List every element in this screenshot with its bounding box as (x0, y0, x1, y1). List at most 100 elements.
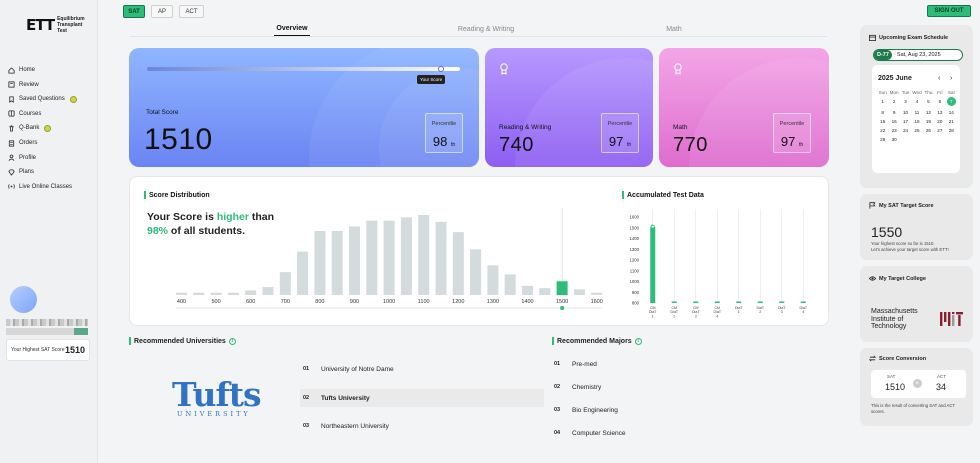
sidebar (0, 0, 98, 463)
calendar-day[interactable]: 6 (938, 99, 942, 104)
x-tick-label: DiaT (713, 310, 721, 314)
math-percentile-box: Percentile 97 th (773, 113, 811, 153)
card-decoration (515, 58, 653, 167)
logo[interactable]: ETT Equilibrium Transplant Test (26, 14, 86, 36)
calendar-day[interactable]: 9 (892, 110, 896, 115)
tab-overview[interactable]: Overview (274, 22, 310, 36)
sidebar-item-label: Courses (19, 110, 42, 117)
university-item-selected[interactable]: 02 Tufts University (300, 389, 544, 407)
sidebar-item-q-bank[interactable]: Q-Bank (8, 122, 96, 134)
calendar-day[interactable]: 29 (880, 137, 886, 142)
math-card: Math 770 Percentile 97 th (659, 48, 829, 167)
swap-icon (869, 355, 876, 362)
next-month-button[interactable]: › (950, 75, 953, 82)
score-conversion-card: Score Conversion SAT 1510 ▸ ACT 34 This … (860, 348, 973, 426)
calendar-day[interactable]: 8 (881, 110, 884, 115)
calendar-day[interactable]: 23 (891, 128, 897, 133)
calendar-day[interactable]: 17 (903, 119, 909, 124)
distribution-bar (245, 290, 257, 295)
eye-icon (869, 276, 876, 281)
calendar-day[interactable]: 22 (880, 128, 886, 133)
sidebar-item-review[interactable]: Review (8, 79, 96, 91)
exam-date-chip[interactable]: D-77 Sat, Aug 23, 2025 (873, 49, 963, 61)
calendar-day[interactable]: 28 (948, 128, 954, 133)
calendar-day[interactable]: 1 (881, 99, 884, 104)
sidebar-item-label: Plans (19, 169, 35, 176)
total-score-value: 1510 (144, 123, 213, 156)
x-tick-label: DiaT (799, 306, 807, 310)
tufts-logo: Tufts UNIVERSITY (172, 375, 262, 418)
x-tick-label: CM (650, 306, 656, 310)
calendar-day[interactable]: 24 (903, 128, 909, 133)
calendar-day[interactable]: 19 (925, 119, 931, 124)
distribution-bar (539, 288, 551, 295)
sidebar-item-saved-questions[interactable]: Saved Questions (8, 93, 96, 105)
info-icon[interactable]: i (228, 337, 236, 345)
rw-percentile-box: Percentile 97 th (601, 113, 639, 153)
tab-act[interactable]: ACT (179, 5, 204, 18)
sidebar-item-live-online-classes[interactable]: Live Online Classes (8, 181, 96, 193)
tab-ap[interactable]: AP (151, 5, 173, 18)
x-tick-label: DiaT (649, 310, 657, 314)
y-tick-label: 900 (632, 290, 640, 295)
calendar-day[interactable]: 27 (937, 128, 943, 133)
exam-schedule-header: Upcoming Exam Schedule (869, 34, 948, 41)
x-tick-label: 4 (802, 310, 804, 314)
calendar-day[interactable]: 30 (891, 137, 897, 142)
calendar-day[interactable]: 7 (946, 97, 956, 106)
calendar-day[interactable]: 13 (937, 110, 943, 115)
calendar-day[interactable]: 15 (880, 119, 886, 124)
calendar-day[interactable]: 10 (903, 110, 909, 115)
calendar-day[interactable]: 18 (914, 119, 920, 124)
calendar-day[interactable]: 11 (914, 110, 920, 115)
avatar[interactable] (10, 286, 37, 313)
calendar-day[interactable]: 12 (925, 110, 931, 115)
user-icon (8, 154, 15, 161)
y-tick-label: 1500 (629, 225, 639, 230)
calendar-day[interactable]: 3 (904, 99, 907, 104)
sidebar-item-profile[interactable]: Profile (8, 152, 96, 164)
major-item[interactable]: 04 Computer Science (554, 429, 626, 437)
weekday-label: Sun (878, 90, 887, 95)
sidebar-item-orders[interactable]: Orders (8, 137, 96, 149)
sidebar-item-home[interactable]: Home (8, 64, 96, 76)
x-tick-label: 2 (759, 310, 761, 314)
major-item[interactable]: 03 Bio Engineering (554, 406, 618, 414)
sat-value: 1510 (885, 382, 906, 392)
calendar-day[interactable]: 5 (927, 99, 930, 104)
calendar-day[interactable]: 20 (937, 119, 943, 124)
university-item[interactable]: 03 Northeastern University (303, 422, 389, 430)
calendar-day[interactable]: 16 (891, 119, 897, 124)
x-tick-label: 1 (652, 314, 654, 318)
sidebar-item-label: Q-Bank (19, 125, 40, 132)
calendar-day[interactable]: 4 (915, 99, 919, 104)
major-item[interactable]: 02 Chemistry (554, 383, 602, 391)
sign-out-button[interactable]: SIGN OUT (927, 5, 971, 17)
x-tick-label: 1300 (487, 299, 499, 305)
calendar-day[interactable]: 21 (948, 119, 954, 124)
score-distribution-chart: 400 500 600 700 800 900 1000 1100 1200 1300 1400 15… (176, 208, 603, 310)
calendar-day[interactable]: 2 (892, 99, 896, 104)
info-icon[interactable]: i (634, 337, 642, 345)
calendar-day[interactable]: 14 (948, 110, 954, 115)
sidebar-item-label: Orders (19, 140, 38, 146)
tab-reading-writing[interactable]: Reading & Writing (457, 25, 515, 33)
x-tick-label: DiaT (756, 306, 764, 310)
y-tick-label: 1000 (629, 279, 639, 284)
calendar-day[interactable]: 26 (925, 128, 931, 133)
distribution-bar (418, 215, 430, 295)
sidebar-item-plans[interactable]: Plans (8, 166, 96, 178)
x-tick-label: 1400 (521, 299, 533, 305)
tab-sat[interactable]: SAT (123, 5, 145, 18)
university-item[interactable]: 01 University of Notre Dame (303, 365, 394, 373)
x-tick-label: DiaT (778, 306, 786, 310)
weekday-label: Tue (901, 90, 910, 95)
badge-icon (674, 63, 682, 75)
distribution-bar (573, 289, 585, 295)
sidebar-item-courses[interactable]: Courses (8, 108, 96, 120)
x-tick-label: DiaT (735, 306, 743, 310)
calendar-day[interactable]: 25 (914, 128, 920, 133)
tab-math[interactable]: Math (666, 25, 682, 33)
major-item[interactable]: 01 Pre-med (554, 360, 597, 368)
prev-month-button[interactable]: ‹ (938, 75, 941, 82)
